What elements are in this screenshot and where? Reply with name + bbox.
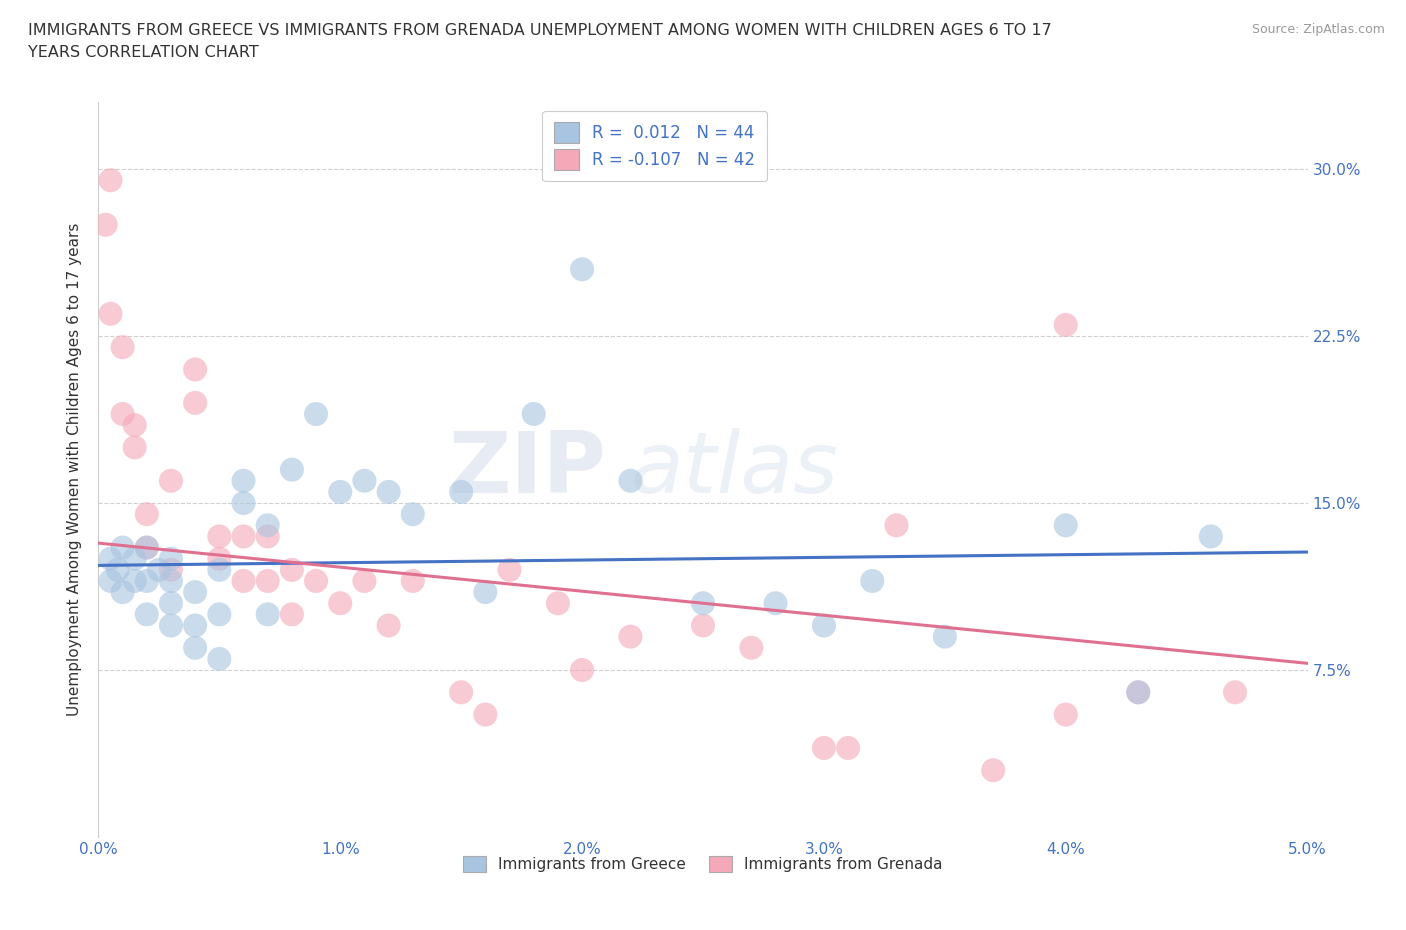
Point [124, 418, 146, 432]
Point [124, 574, 146, 589]
Point [837, 740, 859, 755]
Point [184, 395, 207, 410]
Point [160, 618, 183, 633]
Point [256, 518, 278, 533]
Point [100, 306, 122, 321]
Point [135, 574, 157, 589]
Point [184, 362, 207, 377]
Point [1199, 529, 1222, 544]
Point [148, 563, 170, 578]
Point [107, 563, 129, 578]
Point [208, 607, 231, 622]
Legend: Immigrants from Greece, Immigrants from Grenada: Immigrants from Greece, Immigrants from … [451, 844, 955, 884]
Point [692, 596, 714, 611]
Point [1054, 518, 1077, 533]
Point [208, 529, 231, 544]
Point [135, 540, 157, 555]
Point [256, 529, 278, 544]
Point [619, 630, 641, 644]
Point [160, 551, 183, 566]
Point [329, 485, 352, 499]
Point [100, 173, 122, 188]
Point [94, 218, 117, 232]
Point [886, 518, 908, 533]
Point [124, 440, 146, 455]
Point [571, 262, 593, 277]
Point [474, 707, 496, 722]
Point [450, 684, 472, 699]
Point [135, 607, 157, 622]
Point [305, 406, 328, 421]
Point [740, 641, 762, 656]
Point [474, 585, 496, 600]
Point [232, 473, 254, 488]
Point [160, 473, 183, 488]
Point [160, 563, 183, 578]
Point [498, 563, 520, 578]
Text: Source: ZipAtlas.com: Source: ZipAtlas.com [1251, 23, 1385, 36]
Point [765, 596, 787, 611]
Point [860, 574, 883, 589]
Point [135, 540, 157, 555]
Point [547, 596, 569, 611]
Point [111, 585, 134, 600]
Point [1223, 684, 1246, 699]
Point [184, 618, 207, 633]
Point [232, 574, 254, 589]
Point [281, 563, 304, 578]
Text: YEARS CORRELATION CHART: YEARS CORRELATION CHART [28, 45, 259, 60]
Point [208, 551, 231, 566]
Point [184, 585, 207, 600]
Point [402, 574, 425, 589]
Point [571, 662, 593, 677]
Point [402, 507, 425, 522]
Y-axis label: Unemployment Among Women with Children Ages 6 to 17 years: Unemployment Among Women with Children A… [67, 223, 83, 716]
Point [981, 763, 1004, 777]
Point [813, 618, 835, 633]
Point [124, 551, 146, 566]
Text: ZIP: ZIP [449, 428, 606, 512]
Point [305, 574, 328, 589]
Point [232, 496, 254, 511]
Point [1128, 684, 1150, 699]
Point [100, 574, 122, 589]
Point [1128, 684, 1150, 699]
Point [353, 473, 375, 488]
Point [1054, 707, 1077, 722]
Point [160, 596, 183, 611]
Point [523, 406, 546, 421]
Point [353, 574, 375, 589]
Point [208, 651, 231, 666]
Text: atlas: atlas [630, 428, 838, 512]
Point [100, 551, 122, 566]
Point [281, 607, 304, 622]
Point [135, 507, 157, 522]
Point [160, 574, 183, 589]
Point [377, 485, 399, 499]
Point [377, 618, 399, 633]
Point [184, 641, 207, 656]
Point [232, 529, 254, 544]
Point [619, 473, 641, 488]
Point [1054, 317, 1077, 332]
Point [111, 339, 134, 354]
Text: IMMIGRANTS FROM GREECE VS IMMIGRANTS FROM GRENADA UNEMPLOYMENT AMONG WOMEN WITH : IMMIGRANTS FROM GREECE VS IMMIGRANTS FRO… [28, 23, 1052, 38]
Point [208, 563, 231, 578]
Point [256, 607, 278, 622]
Point [692, 618, 714, 633]
Point [813, 740, 835, 755]
Point [329, 596, 352, 611]
Point [111, 540, 134, 555]
Point [111, 406, 134, 421]
Point [934, 630, 956, 644]
Point [450, 485, 472, 499]
Point [281, 462, 304, 477]
Point [256, 574, 278, 589]
